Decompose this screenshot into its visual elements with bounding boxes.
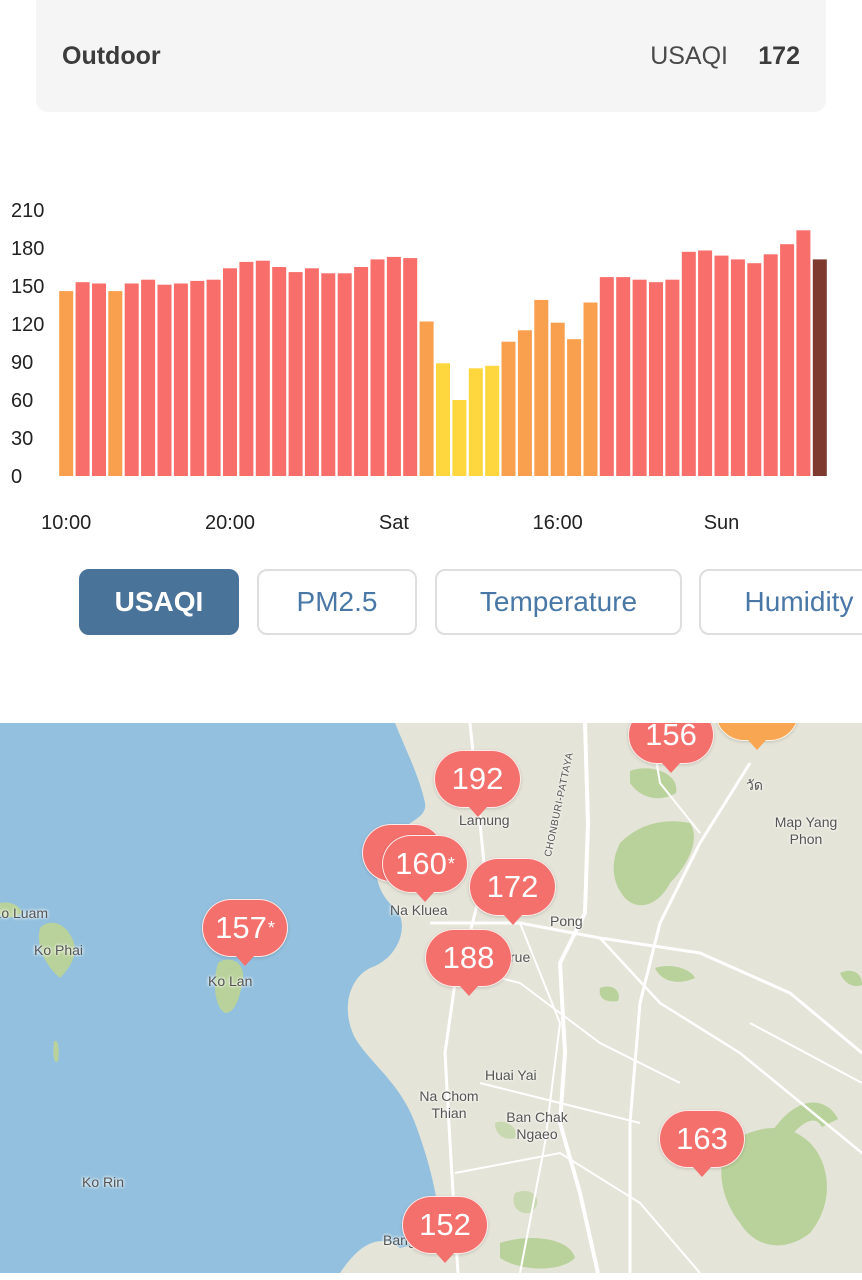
- aqi-history-chart-svg: 0 30 60 90 120 150 180 210 10:00 20:00 Sat 16:00 Sun: [11, 200, 827, 534]
- chart-bar[interactable]: [468, 368, 483, 476]
- tab-pm25[interactable]: PM2.5: [257, 569, 417, 635]
- chart-bar[interactable]: [304, 268, 319, 476]
- chart-bar[interactable]: [419, 321, 434, 477]
- place-label-na-chom-thian: Na Chom Thian: [419, 1088, 479, 1121]
- aqi-station-marker[interactable]: 157 *: [202, 899, 288, 966]
- chart-bar[interactable]: [567, 339, 582, 476]
- chart-bar[interactable]: [354, 267, 369, 476]
- chart-bar[interactable]: [403, 258, 418, 476]
- star-icon: *: [447, 854, 455, 874]
- place-label-rue: rue: [510, 949, 531, 965]
- aqi-station-marker[interactable]: 160 *: [382, 835, 468, 902]
- chart-bar[interactable]: [75, 282, 90, 476]
- chart-bar[interactable]: [370, 259, 385, 476]
- chart-bar[interactable]: [649, 282, 663, 476]
- chart-bar[interactable]: [665, 279, 680, 476]
- aqi-station-marker[interactable]: 156: [628, 723, 714, 773]
- star-icon: *: [267, 918, 275, 938]
- y-axis-tick-label: 120: [11, 314, 44, 336]
- chart-bar[interactable]: [517, 330, 532, 476]
- chart-bar[interactable]: [206, 279, 221, 476]
- place-label-ban-chak-ngaeo: Ban Chak Ngaeo: [506, 1109, 568, 1142]
- aqi-history-chart: 0 30 60 90 120 150 180 210 10:00 20:00 Sat 16:00 Sun: [0, 180, 862, 550]
- chart-bar[interactable]: [616, 277, 631, 476]
- place-label-map-yang-phon: Map Yang Phon: [774, 814, 838, 847]
- chart-bar[interactable]: [550, 322, 565, 476]
- chart-bar[interactable]: [288, 272, 303, 476]
- place-label-huai-yai: Huai Yai: [485, 1067, 537, 1083]
- chart-bar[interactable]: [141, 279, 156, 476]
- chart-bar[interactable]: [812, 259, 827, 476]
- chart-bar[interactable]: [780, 244, 795, 476]
- outdoor-label: Outdoor: [62, 42, 161, 70]
- aqi-station-marker[interactable]: 163: [659, 1110, 745, 1177]
- y-axis-tick-label: 180: [11, 238, 44, 260]
- chart-bar[interactable]: [223, 268, 237, 476]
- tab-humidity[interactable]: Humidity: [699, 569, 862, 635]
- chart-bar[interactable]: [599, 277, 614, 476]
- chart-bar[interactable]: [92, 283, 106, 477]
- aqi-value: 172: [758, 42, 800, 70]
- aqi-station-marker[interactable]: 172: [469, 858, 556, 925]
- chart-bar[interactable]: [124, 283, 139, 477]
- x-axis-tick-label: 10:00: [41, 512, 91, 534]
- aqi-station-marker[interactable]: 152: [402, 1196, 488, 1263]
- y-axis-tick-label: 30: [11, 428, 33, 450]
- chart-bar[interactable]: [698, 250, 713, 477]
- chart-bar[interactable]: [190, 280, 205, 476]
- place-label-ko-rin: Ko Rin: [82, 1174, 125, 1190]
- aqi-unit-label: USAQI: [650, 42, 728, 70]
- metric-tabs: USAQI PM2.5 Temperature Humidity: [79, 569, 862, 639]
- map-base: [0, 723, 862, 1273]
- chart-bar[interactable]: [501, 341, 516, 476]
- y-axis-tick-label: 0: [11, 466, 22, 488]
- chart-bar[interactable]: [796, 230, 811, 476]
- chart-bar[interactable]: [239, 261, 254, 476]
- y-axis-tick-label: 210: [11, 200, 44, 222]
- outdoor-card: Outdoor USAQI 172: [36, 0, 826, 112]
- x-axis-tick-label: Sun: [704, 512, 740, 534]
- chart-bar[interactable]: [763, 254, 778, 476]
- chart-bar[interactable]: [157, 284, 172, 476]
- chart-bar[interactable]: [714, 255, 729, 476]
- chart-bar[interactable]: [436, 363, 450, 476]
- x-axis-tick-label: 16:00: [533, 512, 583, 534]
- chart-bar[interactable]: [747, 263, 762, 476]
- chart-bar[interactable]: [321, 273, 336, 476]
- aqi-station-marker[interactable]: 192: [434, 750, 521, 817]
- place-label-ko-phai: Ko Phai: [34, 942, 84, 958]
- place-label-wat: วัด: [746, 777, 763, 793]
- chart-bar[interactable]: [108, 291, 123, 476]
- chart-bar[interactable]: [485, 365, 500, 476]
- chart-bar[interactable]: [386, 256, 401, 476]
- chart-bar[interactable]: [730, 259, 745, 476]
- air-quality-map[interactable]: Lamung Map Yang Phon Na Kluea Pong Ko Lu…: [0, 723, 862, 1273]
- chart-bar[interactable]: [272, 267, 287, 476]
- y-axis-tick-label: 150: [11, 276, 44, 298]
- chart-bar[interactable]: [681, 251, 696, 476]
- x-axis-tick-label: Sat: [379, 512, 409, 534]
- aqi-station-marker[interactable]: 188: [425, 929, 512, 996]
- chart-bar[interactable]: [452, 400, 467, 476]
- chart-bar[interactable]: [632, 279, 647, 476]
- chart-bar[interactable]: [534, 299, 549, 476]
- chart-bar[interactable]: [337, 273, 352, 476]
- place-label-ko-luam: Ko Luam: [0, 905, 49, 921]
- place-label-pong: Pong: [550, 913, 583, 929]
- y-axis-tick-label: 60: [11, 390, 33, 412]
- place-label-na-kluea: Na Kluea: [390, 902, 448, 918]
- tab-temperature[interactable]: Temperature: [435, 569, 682, 635]
- chart-bar[interactable]: [255, 260, 270, 476]
- y-axis-tick-label: 90: [11, 352, 33, 374]
- tab-usaqi[interactable]: USAQI: [79, 569, 239, 635]
- x-axis-tick-label: 20:00: [205, 512, 255, 534]
- place-label-ko-lan: Ko Lan: [208, 973, 253, 989]
- chart-bar[interactable]: [583, 302, 598, 477]
- chart-bar[interactable]: [59, 291, 74, 476]
- chart-bar[interactable]: [173, 283, 188, 477]
